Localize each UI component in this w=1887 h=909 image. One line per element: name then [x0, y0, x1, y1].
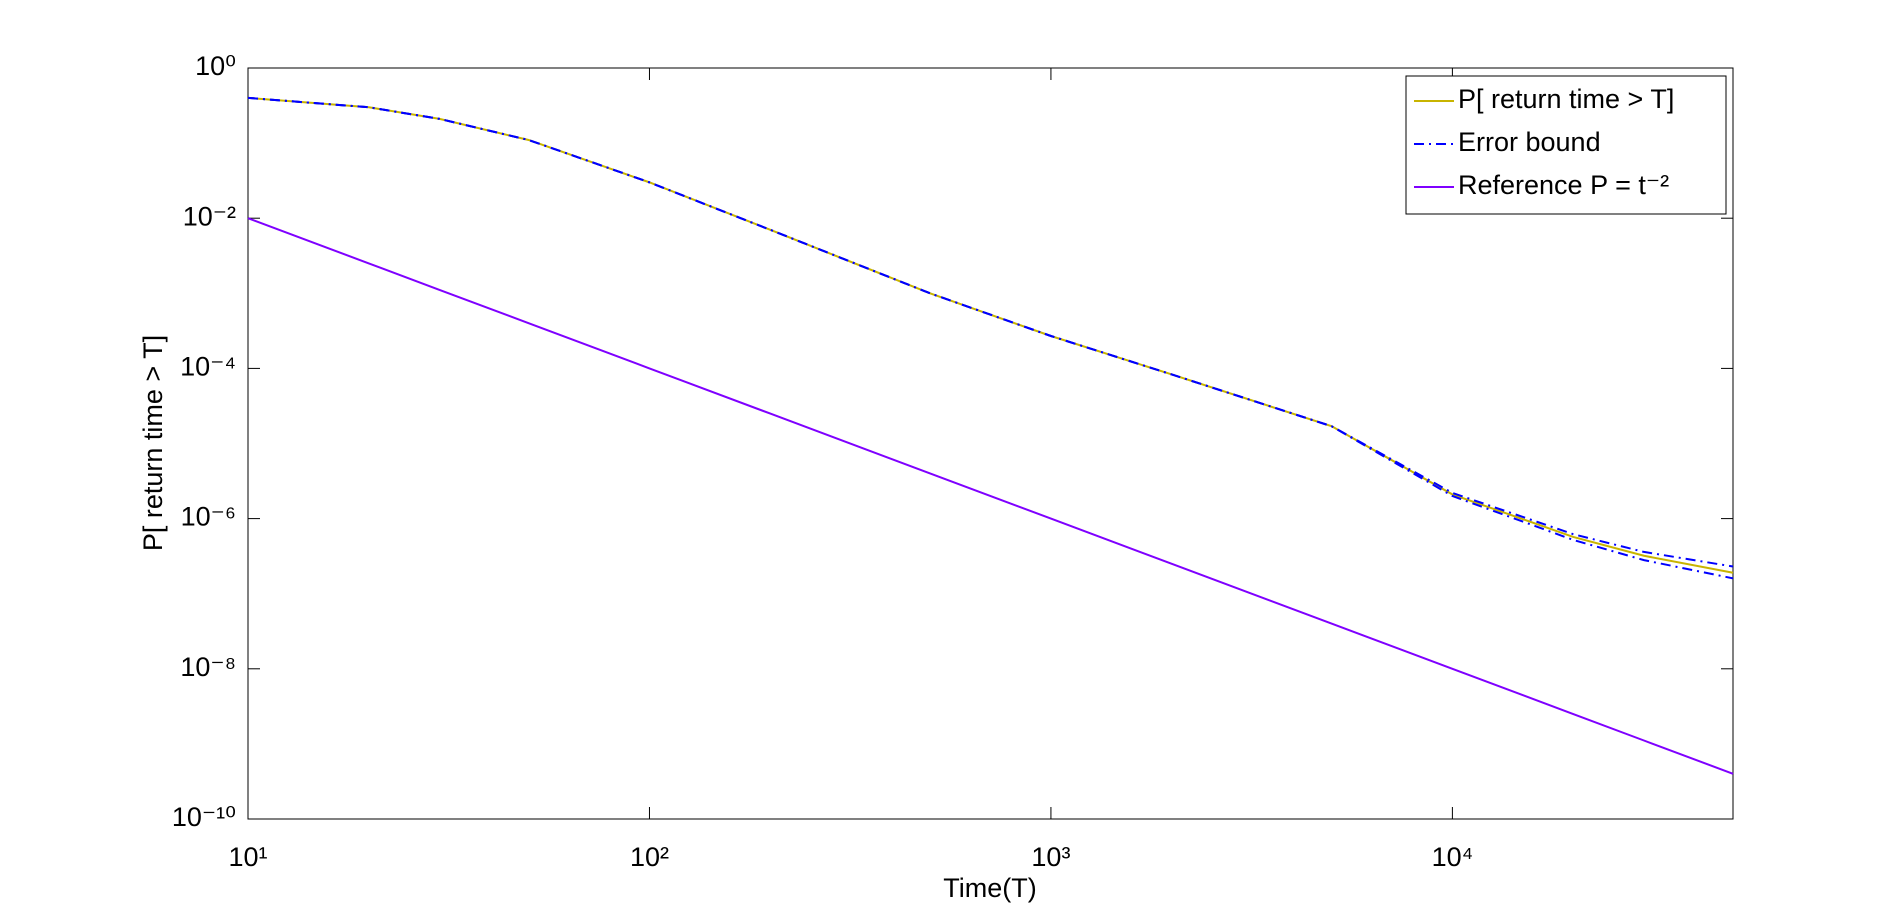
- legend-box: [1405, 75, 1727, 215]
- x-tick-label: 10³: [1031, 842, 1070, 872]
- x-tick-label: 10⁴: [1432, 842, 1474, 872]
- series-line: [247, 96, 1734, 580]
- y-tick-label: 10⁻⁶: [181, 502, 236, 532]
- series-line: [247, 217, 1734, 775]
- x-axis-label: Time(T): [943, 873, 1036, 903]
- legend-label: Reference P = t⁻²: [1458, 170, 1669, 200]
- x-tick-label: 10¹: [228, 842, 267, 872]
- y-tick-label: 10⁰: [195, 51, 236, 81]
- y-tick-label: 10⁻⁸: [180, 652, 236, 682]
- y-tick-label: 10⁻²: [183, 201, 236, 231]
- y-tick-label: 10⁻⁴: [180, 352, 236, 382]
- x-tick-label: 10²: [630, 842, 669, 872]
- y-axis-label: P[ return time > T]: [138, 335, 168, 551]
- legend-label: Error bound: [1458, 127, 1601, 157]
- y-tick-label: 10⁻¹⁰: [172, 802, 236, 832]
- legend-label: P[ return time > T]: [1458, 84, 1674, 114]
